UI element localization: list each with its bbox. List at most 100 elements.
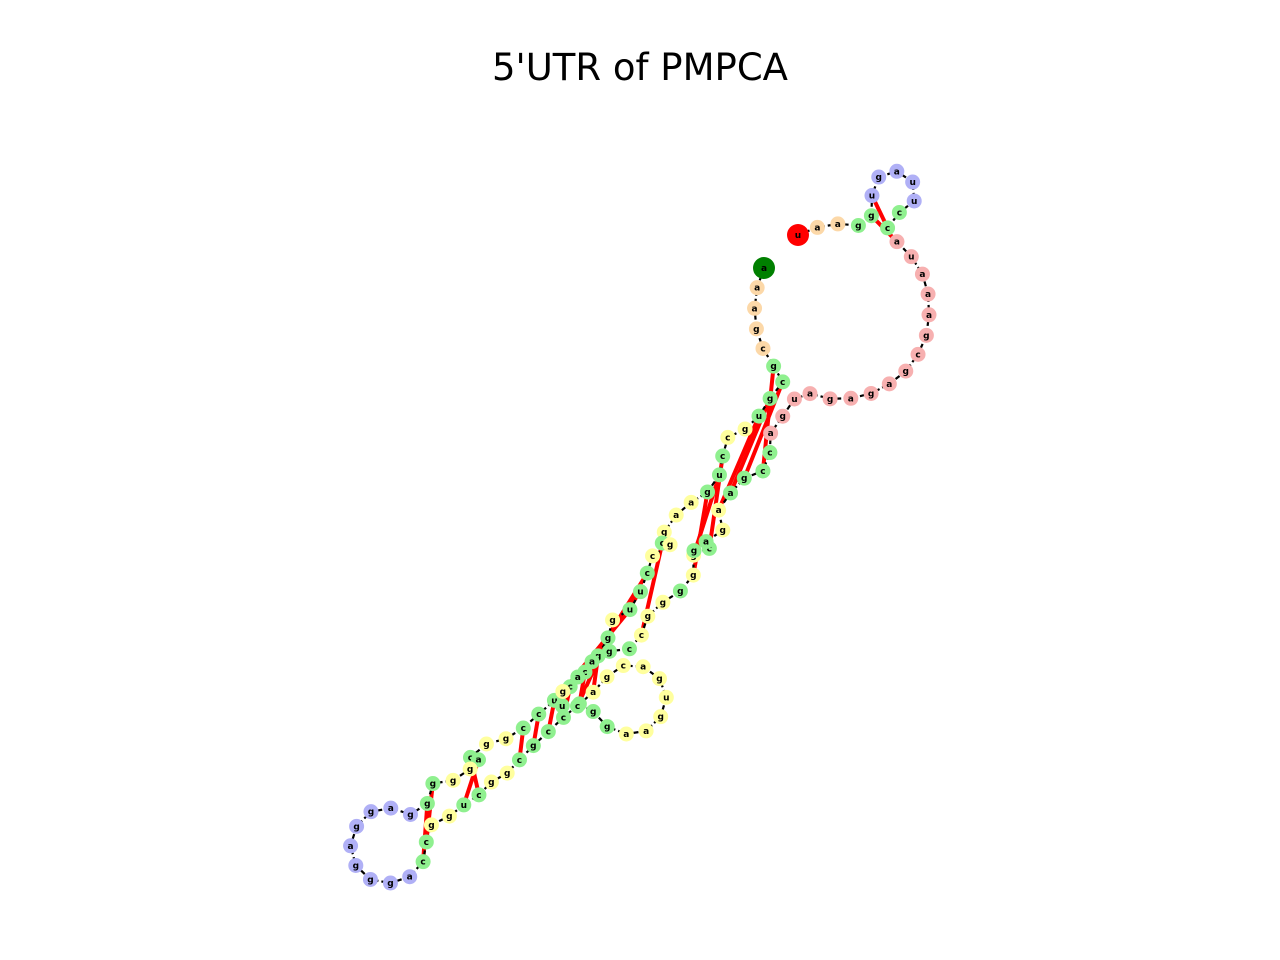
nucleotide-stem: g [700, 484, 716, 500]
nucleotide-stem: c [891, 204, 907, 220]
nucleotide-circle [585, 684, 601, 700]
nucleotide-label: g [661, 528, 667, 538]
nucleotide-label: g [691, 547, 697, 557]
nucleotide-hairpin-loop: a [402, 869, 418, 885]
nucleotide-circle [822, 391, 838, 407]
nucleotide-circle [830, 216, 846, 232]
nucleotide-hairpin-loop: g [363, 804, 379, 820]
nucleotide-label: g [467, 765, 473, 775]
nucleotide-internal-loop: g [653, 709, 669, 725]
nucleotide-circle [787, 224, 809, 246]
nucleotide-label: g [407, 810, 413, 820]
figure-title: 5'UTR of PMPCA [492, 46, 788, 89]
nucleotide-stem: u [622, 602, 638, 618]
nucleotide-label: a [754, 284, 760, 294]
nucleotide-label: g [368, 808, 374, 818]
nucleotide-internal-loop: a [618, 726, 634, 742]
nucleotide-label: c [536, 710, 541, 720]
nucleotide-label: a [590, 688, 596, 698]
nucleotide-stem: g [672, 583, 688, 599]
nucleotide-internal-loop: g [640, 608, 656, 624]
nucleotide-circle [419, 795, 435, 811]
nucleotide-internal-loop: g [655, 594, 671, 610]
nucleotide-circle [809, 219, 825, 235]
nucleotide-circle [905, 174, 921, 190]
nucleotide-circle [711, 502, 727, 518]
nucleotide-label: g [903, 367, 909, 377]
nucleotide-internal-loop: g [685, 567, 701, 583]
nucleotide-internal-loop: g [555, 683, 571, 699]
nucleotide-stem: g [850, 217, 866, 233]
nucleotide-circle [903, 249, 919, 265]
nucleotide-stem: c [531, 706, 547, 722]
nucleotide-label: c [639, 631, 644, 641]
nucleotide-circle [850, 217, 866, 233]
nucleotide-circle [363, 804, 379, 820]
nucleotide-label: g [430, 780, 436, 790]
nucleotide-label: c [885, 224, 890, 234]
nucleotide-label: c [546, 728, 551, 738]
nucleotide-label: a [848, 394, 854, 404]
nucleotide-circle [864, 188, 880, 204]
nucleotide-circle [906, 193, 922, 209]
nucleotide-circle [921, 307, 937, 323]
nucleotide-stem: u [554, 698, 570, 714]
nucleotide-label: a [640, 663, 646, 673]
nucleotide-label: g [387, 879, 393, 889]
nucleotide-hairpin-loop: u [906, 193, 922, 209]
nucleotide-multiloop: a [921, 307, 937, 323]
nucleotide-label: c [561, 713, 566, 723]
nucleotide-circle [686, 543, 702, 559]
nucleotide-stem: c [570, 698, 586, 714]
nucleotide-stem: g [599, 719, 615, 735]
nucleotide-circle [402, 869, 418, 885]
nucleotide-stem: c [540, 724, 556, 740]
nucleotide-circle [898, 363, 914, 379]
nucleotide-stem: u [751, 408, 767, 424]
nucleotide-circle [640, 608, 656, 624]
nucleotide-label: c [897, 208, 902, 218]
nucleotide-circle [511, 752, 527, 768]
nucleotide-label: g [753, 325, 759, 335]
nucleotide-circle [762, 390, 778, 406]
nucleotide-label: g [503, 735, 509, 745]
nucleotide-circle [570, 698, 586, 714]
nucleotide-circle [700, 484, 716, 500]
nucleotide-circle [737, 421, 753, 437]
nucleotide-stem: g [601, 643, 617, 659]
nucleotide-multiloop: g [918, 327, 934, 343]
nucleotide-label: a [761, 264, 767, 274]
nucleotide-circle [662, 537, 678, 553]
nucleotide-stem: c [418, 834, 434, 850]
nucleotide-multiloop: a [889, 234, 905, 250]
nucleotide-label: c [424, 838, 429, 848]
nucleotide-internal-loop: a [585, 684, 601, 700]
nucleotide-circle [755, 340, 771, 356]
nucleotide-hairpin-loop: a [383, 800, 399, 816]
nucleotide-label: a [919, 270, 925, 280]
nucleotide-circle [658, 689, 674, 705]
nucleotide-circle [775, 408, 791, 424]
nucleotide-stem: g [762, 390, 778, 406]
nucleotide-circle [600, 630, 616, 646]
nucleotide-label: g [606, 647, 612, 657]
nucleotide-label: c [660, 539, 665, 549]
nucleotide-multiloop: g [863, 385, 879, 401]
nucleotide-multiloop: a [881, 376, 897, 392]
nucleotide-multiloop: g [775, 408, 791, 424]
nucleotide-circle [748, 321, 764, 337]
nucleotide-label: g [645, 612, 651, 622]
nucleotide-stem: u [711, 467, 727, 483]
nucleotide-label: a [703, 538, 709, 548]
nucleotide-stem: u [456, 797, 472, 813]
nucleotide-circle [920, 286, 936, 302]
nucleotide-circle [555, 683, 571, 699]
nucleotide-circle [415, 854, 431, 870]
nucleotide-label: c [521, 724, 526, 734]
nucleotide-hairpin-loop: g [362, 871, 378, 887]
nucleotide-circle [499, 765, 515, 781]
nucleotide-label: g [483, 740, 489, 750]
nucleotide-internal-loop: g [478, 736, 494, 752]
